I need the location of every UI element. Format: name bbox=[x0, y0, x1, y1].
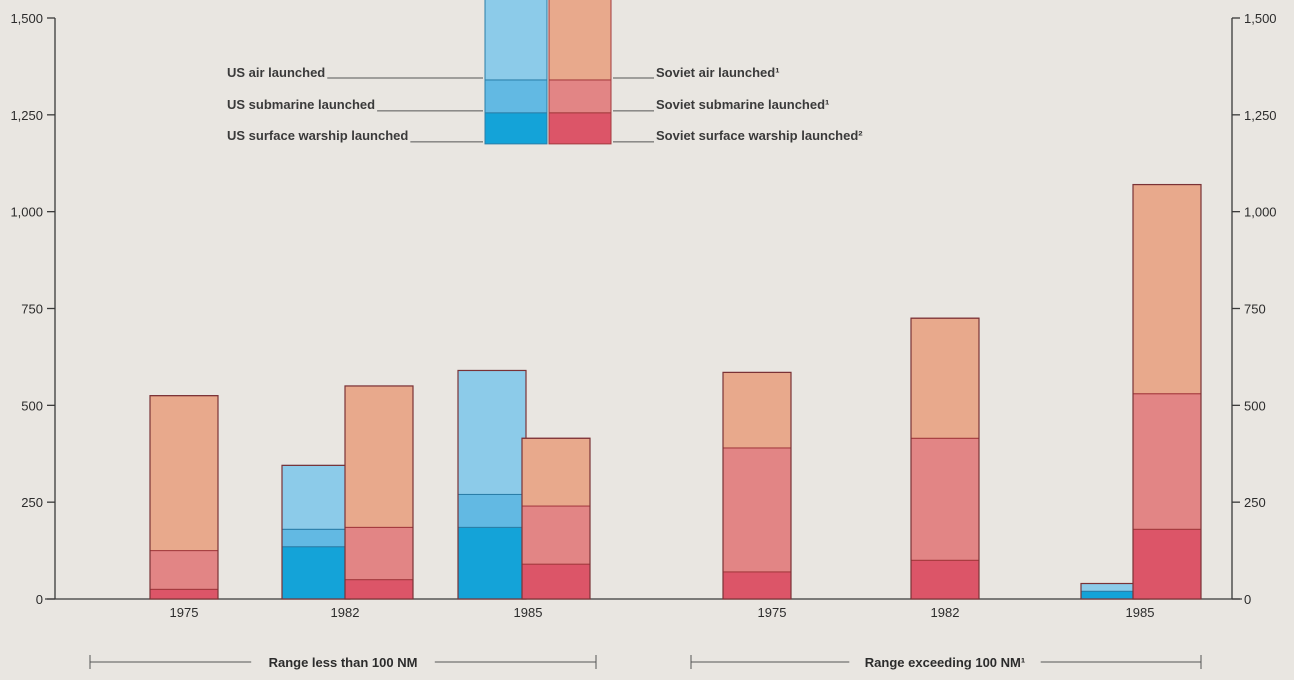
us-bar-segment bbox=[457, 526, 527, 600]
soviet-bar-segment bbox=[521, 505, 591, 565]
x-category-label: 1975 bbox=[758, 605, 787, 620]
soviet-bar-segment bbox=[521, 437, 591, 507]
y-tick-label-left: 1,500 bbox=[10, 11, 43, 26]
x-category-label: 1975 bbox=[170, 605, 199, 620]
soviet-bar-outline bbox=[722, 371, 792, 600]
us-bar-segment bbox=[457, 493, 527, 528]
soviet-bar-segment bbox=[149, 550, 219, 590]
soviet-bar-segment bbox=[722, 371, 792, 449]
soviet-bar-outline bbox=[1132, 183, 1202, 600]
y-tick-label-right: 1,250 bbox=[1244, 108, 1277, 123]
soviet-bar-segment bbox=[722, 571, 792, 600]
legend-swatch-us bbox=[484, 0, 548, 81]
y-tick-label-left: 0 bbox=[36, 592, 43, 607]
soviet-bar-segment bbox=[910, 559, 980, 600]
legend-label-us: US air launched bbox=[227, 65, 325, 80]
legend-swatch-soviet bbox=[548, 112, 612, 145]
x-category-label: 1985 bbox=[514, 605, 543, 620]
soviet-bar-segment bbox=[149, 588, 219, 600]
soviet-bar-segment bbox=[910, 317, 980, 439]
legend-swatch-soviet bbox=[548, 0, 612, 81]
soviet-bar-segment bbox=[1132, 528, 1202, 600]
y-tick-label-left: 750 bbox=[21, 302, 43, 317]
y-tick-label-right: 1,500 bbox=[1244, 11, 1277, 26]
soviet-bar-outline bbox=[910, 317, 980, 600]
legend-label-us: US submarine launched bbox=[227, 97, 375, 112]
group-label: Range exceeding 100 NM¹ bbox=[865, 655, 1025, 670]
us-bar-segment bbox=[281, 528, 351, 548]
legend-swatch-us bbox=[484, 112, 548, 145]
legend-label-soviet: Soviet surface warship launched² bbox=[656, 128, 863, 143]
soviet-bar-segment bbox=[1132, 393, 1202, 530]
legend-swatch-soviet bbox=[548, 79, 612, 114]
legend-swatch-us bbox=[484, 79, 548, 114]
y-tick-label-left: 1,250 bbox=[10, 108, 43, 123]
us-bar-segment bbox=[281, 464, 351, 530]
y-tick-label-left: 500 bbox=[21, 398, 43, 413]
y-tick-label-right: 750 bbox=[1244, 302, 1266, 317]
group-label: Range less than 100 NM bbox=[269, 655, 418, 670]
y-tick-label-left: 250 bbox=[21, 495, 43, 510]
soviet-bar-segment bbox=[344, 526, 414, 581]
y-tick-label-right: 250 bbox=[1244, 495, 1266, 510]
x-category-label: 1985 bbox=[1126, 605, 1155, 620]
soviet-bar-segment bbox=[344, 579, 414, 600]
us-bar-segment bbox=[281, 546, 351, 600]
us-bar-segment bbox=[457, 369, 527, 495]
soviet-bar-segment bbox=[722, 447, 792, 573]
y-tick-label-right: 0 bbox=[1244, 592, 1251, 607]
x-category-label: 1982 bbox=[331, 605, 360, 620]
y-tick-label-right: 1,000 bbox=[1244, 205, 1277, 220]
legend-label-us: US surface warship launched bbox=[227, 128, 408, 143]
y-tick-label-right: 500 bbox=[1244, 398, 1266, 413]
legend-label-soviet: Soviet submarine launched¹ bbox=[656, 97, 829, 112]
x-category-label: 1982 bbox=[931, 605, 960, 620]
y-tick-label-left: 1,000 bbox=[10, 205, 43, 220]
soviet-bar-outline bbox=[149, 395, 219, 600]
soviet-bar-segment bbox=[344, 385, 414, 528]
soviet-bar-segment bbox=[910, 437, 980, 561]
soviet-bar-outline bbox=[521, 437, 591, 600]
soviet-bar-segment bbox=[1132, 184, 1202, 395]
soviet-bar-segment bbox=[521, 563, 591, 600]
soviet-bar-segment bbox=[149, 395, 219, 552]
soviet-bar-outline bbox=[344, 385, 414, 600]
legend-label-soviet: Soviet air launched¹ bbox=[656, 65, 780, 80]
